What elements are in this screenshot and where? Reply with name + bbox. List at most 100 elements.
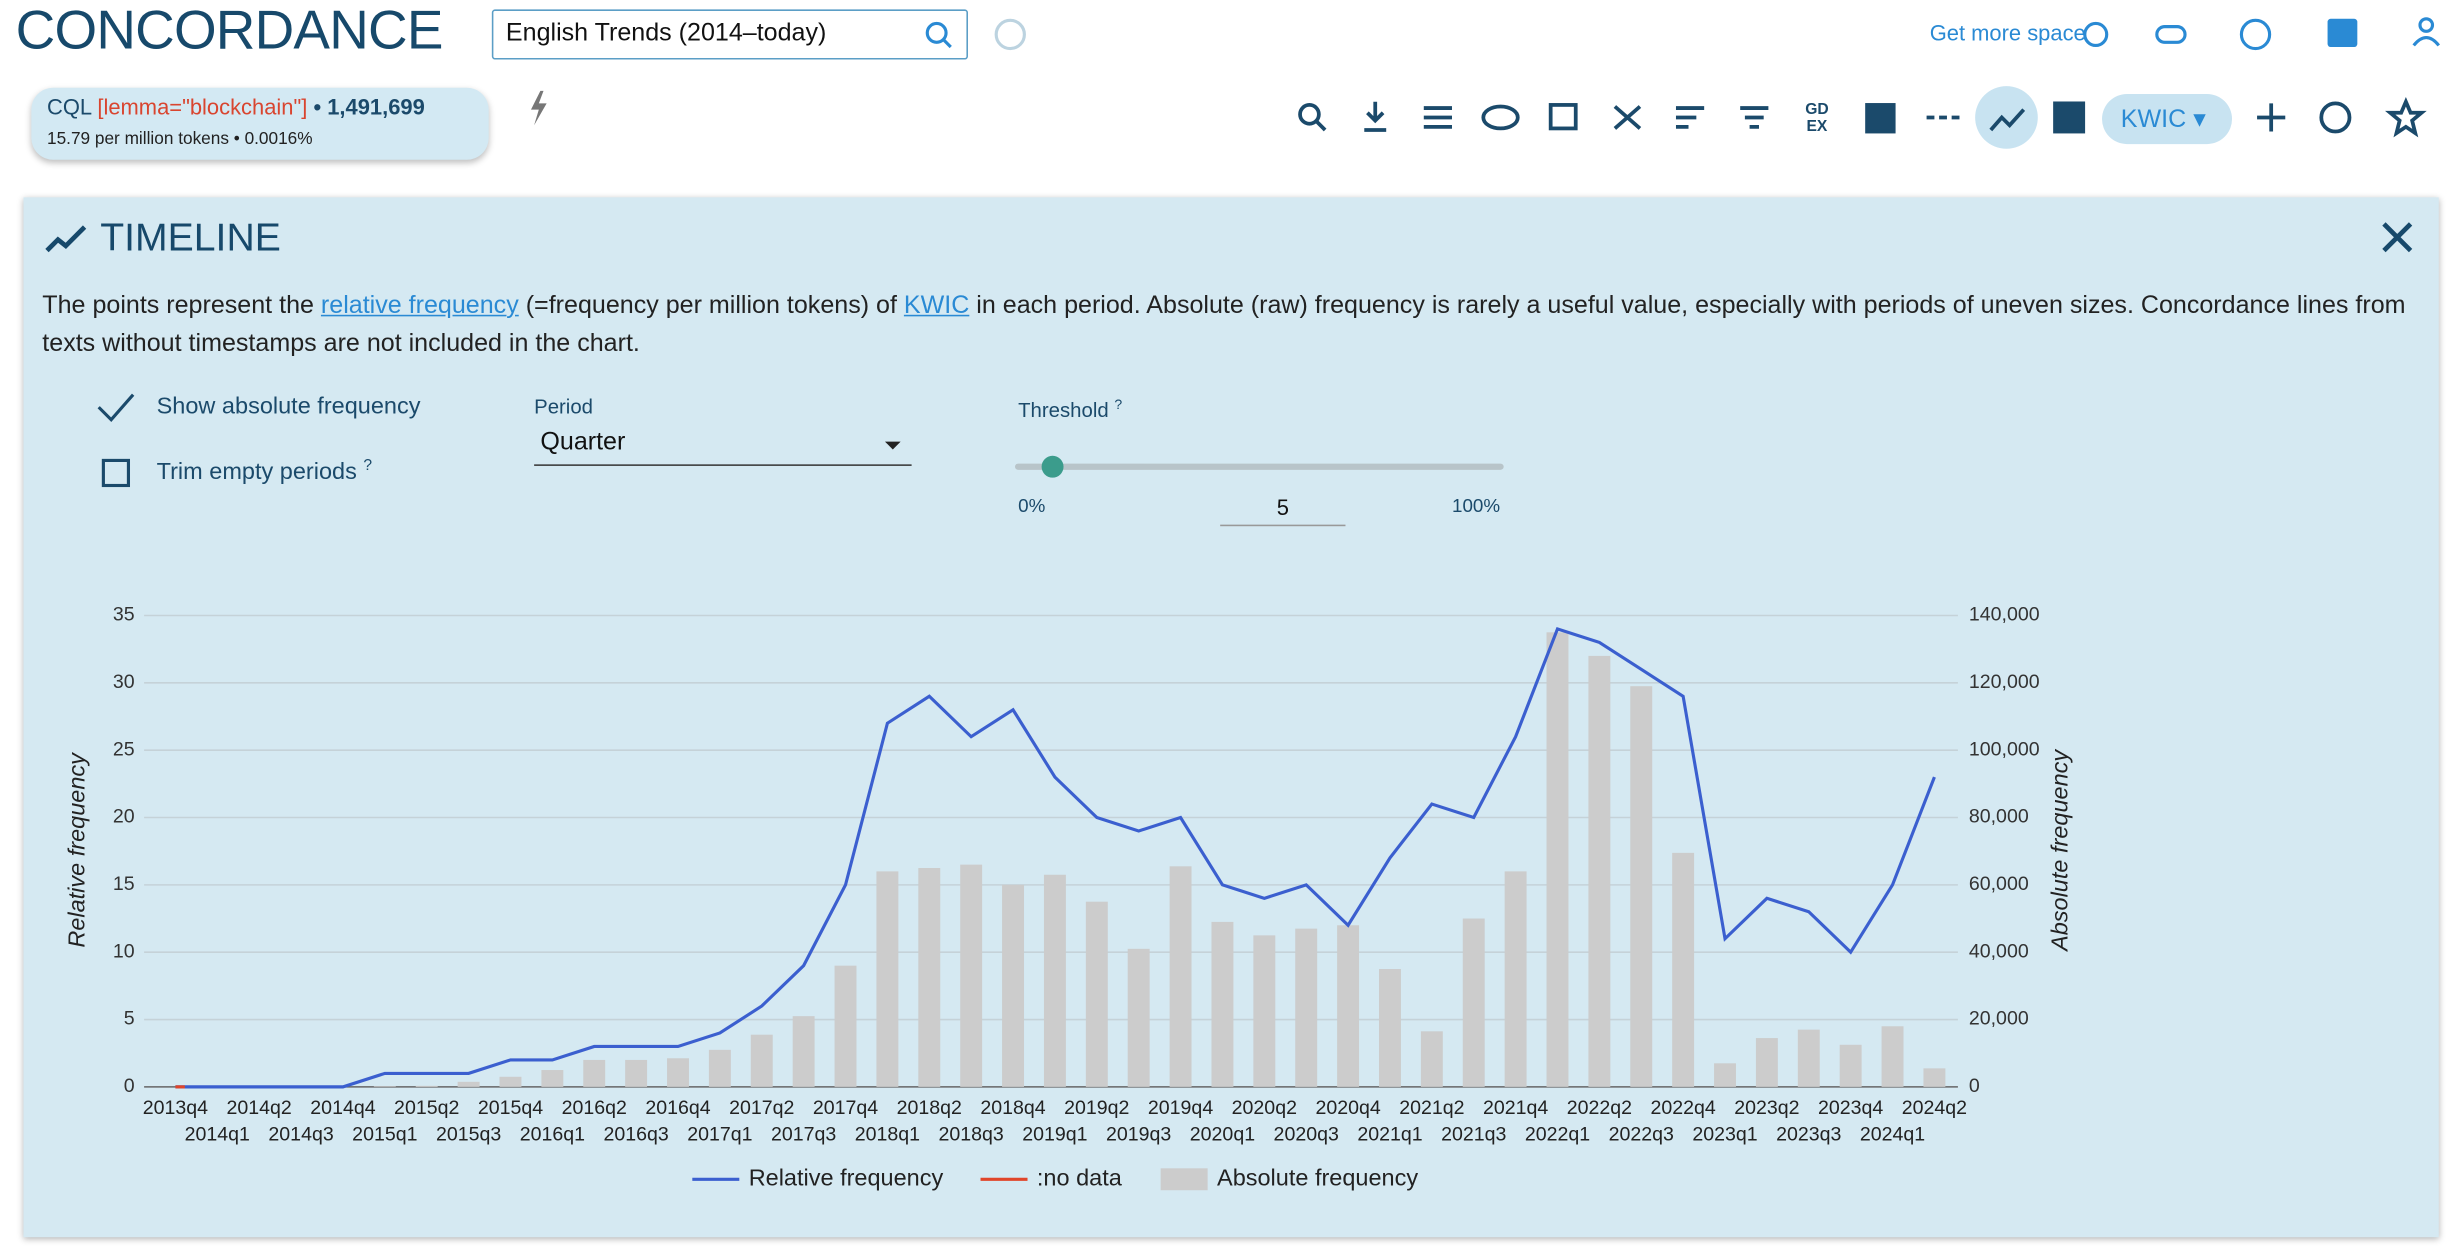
y-tick-label: 5 bbox=[124, 1008, 135, 1030]
bar bbox=[1420, 1031, 1443, 1087]
tool-timeline[interactable] bbox=[1989, 108, 2026, 132]
x-tick-label: 2019q2 bbox=[1064, 1097, 1129, 1119]
bar bbox=[541, 1070, 564, 1087]
add-space-icon[interactable] bbox=[2083, 21, 2109, 47]
x-tick-label: 2016q2 bbox=[562, 1097, 627, 1119]
link-icon[interactable] bbox=[2155, 25, 2187, 44]
threshold-min: 0% bbox=[1018, 494, 1046, 517]
bar bbox=[1169, 866, 1192, 1087]
show-absolute-label[interactable]: Show absolute frequency bbox=[156, 393, 421, 420]
trim-empty-label[interactable]: Trim empty periods ? bbox=[157, 457, 372, 485]
y2-tick-label: 80,000 bbox=[1969, 806, 2029, 828]
bar bbox=[1211, 921, 1234, 1087]
tool-download[interactable] bbox=[1364, 101, 1387, 132]
y-tick-label: 10 bbox=[113, 940, 135, 962]
y-tick-label: 35 bbox=[113, 604, 135, 626]
x-tick-label: 2014q1 bbox=[185, 1124, 250, 1146]
search-icon[interactable] bbox=[925, 21, 948, 44]
y2-tick-label: 140,000 bbox=[1969, 604, 2040, 626]
x-tick-label: 2021q2 bbox=[1399, 1097, 1464, 1119]
x-tick-label: 2020q3 bbox=[1274, 1124, 1339, 1146]
get-more-space[interactable]: Get more space bbox=[1929, 20, 2086, 46]
x-tick-label: 2022q3 bbox=[1609, 1124, 1674, 1146]
bar bbox=[667, 1058, 689, 1087]
tool-frequency[interactable] bbox=[2053, 101, 2086, 134]
corpus-select[interactable]: English Trends (2014–today) bbox=[491, 9, 968, 60]
query-pill[interactable]: CQL [lemma="blockchain"] • 1,491,699 15.… bbox=[31, 87, 489, 160]
query-lang: CQL bbox=[46, 93, 92, 120]
y2-tick-label: 20,000 bbox=[1969, 1008, 2029, 1030]
bar bbox=[834, 965, 857, 1087]
bar bbox=[499, 1076, 522, 1087]
y-axis-title: Relative frequency bbox=[64, 752, 90, 948]
gdex-bottom[interactable]: EX bbox=[1806, 118, 1827, 135]
user-icon[interactable] bbox=[2418, 17, 2435, 33]
x-tick-label: 2018q3 bbox=[939, 1124, 1004, 1146]
x-tick-label: 2022q2 bbox=[1567, 1097, 1632, 1119]
timeline-icon bbox=[45, 225, 87, 253]
tool-sort[interactable] bbox=[1675, 106, 1705, 129]
x-tick-label: 2023q3 bbox=[1776, 1124, 1841, 1146]
x-tick-label: 2017q1 bbox=[687, 1124, 752, 1146]
desc-link[interactable]: relative frequency bbox=[320, 292, 519, 320]
help-mark[interactable]: ? bbox=[1114, 396, 1123, 412]
x-tick-label: 2018q4 bbox=[980, 1097, 1045, 1119]
bar bbox=[1630, 686, 1653, 1087]
x-tick-label: 2020q2 bbox=[1232, 1097, 1297, 1119]
x-tick-label: 2024q2 bbox=[1902, 1097, 1967, 1119]
x-tick-label: 2016q4 bbox=[645, 1097, 710, 1119]
gdex-top[interactable]: GD bbox=[1805, 101, 1828, 118]
bar bbox=[918, 868, 941, 1087]
threshold-label: Threshold ? bbox=[1018, 396, 1122, 422]
period-value[interactable]: Quarter bbox=[540, 429, 626, 456]
trim-text: Trim empty periods bbox=[156, 458, 357, 486]
x-tick-label: 2019q4 bbox=[1148, 1097, 1213, 1119]
x-tick-label: 2013q4 bbox=[143, 1097, 208, 1119]
tool-shuffle[interactable] bbox=[1613, 105, 1642, 130]
x-tick-label: 2023q2 bbox=[1734, 1097, 1799, 1119]
dropdown-arrow[interactable] bbox=[884, 441, 901, 450]
y2-tick-label: 0 bbox=[1969, 1075, 1980, 1097]
query-hits: • 1,491,699 bbox=[313, 93, 425, 120]
help-mark[interactable]: ? bbox=[363, 457, 373, 475]
x-tick-label: 2015q1 bbox=[352, 1124, 417, 1146]
legend-label: Relative frequency bbox=[749, 1164, 944, 1190]
tool-add[interactable] bbox=[2257, 103, 2286, 132]
bar bbox=[1085, 901, 1108, 1087]
bar bbox=[708, 1049, 731, 1087]
x-tick-label: 2021q4 bbox=[1483, 1097, 1548, 1119]
tool-lines[interactable] bbox=[1423, 106, 1452, 129]
panel-title: TIMELINE bbox=[100, 216, 281, 260]
tool-info[interactable] bbox=[2319, 101, 2352, 134]
bar bbox=[876, 871, 899, 1087]
bar bbox=[1462, 918, 1485, 1087]
bar bbox=[1881, 1026, 1904, 1087]
view-select[interactable]: KWIC ▾ bbox=[2102, 93, 2233, 145]
tool-tag[interactable] bbox=[1548, 103, 1578, 131]
x-tick-label: 2016q3 bbox=[603, 1124, 668, 1146]
info-icon[interactable] bbox=[994, 18, 1026, 51]
bolt-icon[interactable] bbox=[530, 90, 547, 126]
desc-link[interactable]: KWIC bbox=[903, 292, 970, 320]
checkbox[interactable] bbox=[101, 458, 131, 488]
tool-zoom[interactable] bbox=[1298, 103, 1321, 126]
y2-tick-label: 100,000 bbox=[1969, 738, 2040, 760]
bar bbox=[1002, 884, 1025, 1087]
x-tick-label: 2017q3 bbox=[771, 1124, 836, 1146]
checkbox-checked[interactable] bbox=[97, 393, 135, 423]
threshold-text: Threshold bbox=[1018, 398, 1109, 422]
feedback-icon[interactable] bbox=[2327, 18, 2358, 47]
tool-favourite[interactable] bbox=[2385, 97, 2427, 138]
x-tick-label: 2022q4 bbox=[1650, 1097, 1715, 1119]
tool-filter[interactable] bbox=[1740, 106, 1769, 129]
help-icon[interactable] bbox=[2239, 18, 2272, 51]
x-tick-label: 2016q1 bbox=[520, 1124, 585, 1146]
tool-text[interactable] bbox=[1865, 103, 1896, 134]
slider-thumb[interactable] bbox=[1041, 455, 1064, 478]
close-button[interactable] bbox=[2382, 222, 2413, 253]
bar bbox=[1337, 925, 1360, 1087]
bar bbox=[1588, 655, 1611, 1087]
tool-view[interactable] bbox=[1481, 104, 1520, 131]
threshold-input[interactable]: 5 bbox=[1220, 495, 1346, 527]
